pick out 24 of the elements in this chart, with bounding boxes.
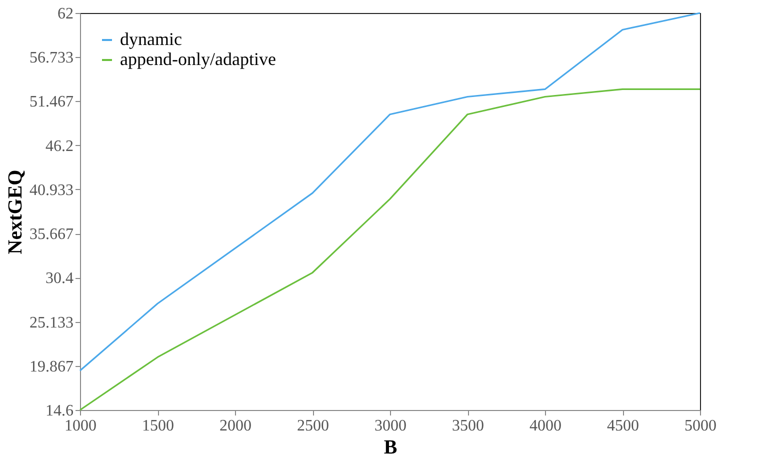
y-tick-label: 40.933 xyxy=(30,182,74,199)
x-tick-label: 2000 xyxy=(220,418,252,434)
x-tick-label: 5000 xyxy=(684,418,716,434)
legend-label: dynamic xyxy=(120,29,182,49)
legend-label: append-only/adaptive xyxy=(120,49,276,69)
y-tick-label: 25.133 xyxy=(30,314,74,332)
y-tick-label: 35.667 xyxy=(30,226,74,244)
y-tick-label: 56.733 xyxy=(30,50,74,67)
x-tick-label: 2500 xyxy=(297,418,329,434)
y-axis-title: NextGEQ xyxy=(4,170,26,254)
y-tick-label: 19.867 xyxy=(30,358,74,376)
x-tick-label: 3500 xyxy=(452,418,484,434)
y-tick-label: 46.2 xyxy=(46,138,74,155)
x-axis-title: B xyxy=(384,436,398,458)
y-tick-label: 30.4 xyxy=(46,270,74,288)
x-tick-label: 4000 xyxy=(530,418,562,434)
y-tick-label: 62 xyxy=(58,6,74,22)
x-tick-label: 1500 xyxy=(142,418,174,434)
y-tick-label: 51.467 xyxy=(30,94,74,111)
y-tick-label: 14.6 xyxy=(46,402,74,420)
x-tick-label: 4500 xyxy=(607,418,639,434)
line-series xyxy=(79,12,701,372)
x-tick-label: 3000 xyxy=(374,418,406,434)
x-tick-label: 1000 xyxy=(64,418,96,434)
